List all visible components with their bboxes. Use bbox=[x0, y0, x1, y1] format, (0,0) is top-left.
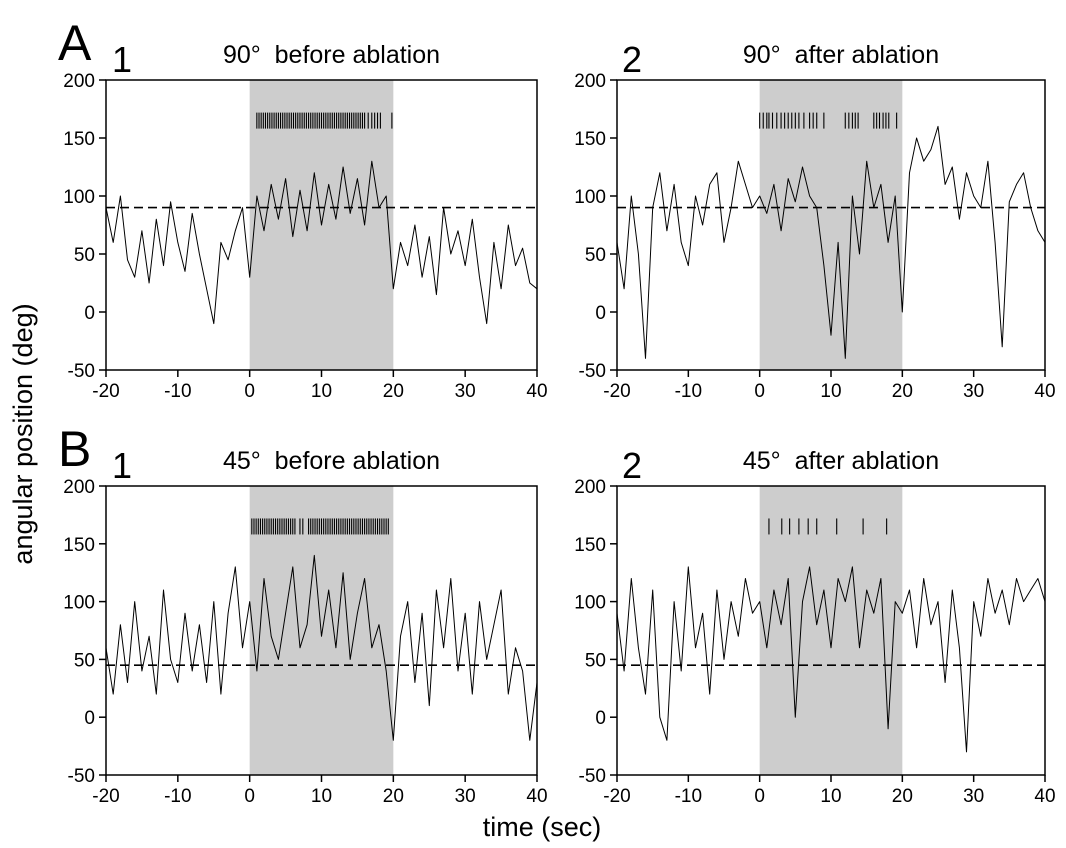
x-tick-label: 0 bbox=[244, 381, 255, 402]
y-tick-label: -50 bbox=[68, 361, 95, 382]
x-tick-label: 40 bbox=[526, 786, 547, 807]
x-tick-label: 0 bbox=[754, 381, 765, 402]
x-tick-label: -10 bbox=[164, 786, 191, 807]
x-tick-label: 10 bbox=[820, 381, 841, 402]
y-tick-label: 200 bbox=[574, 71, 606, 92]
x-tick-label: 0 bbox=[754, 786, 765, 807]
shaded-interval bbox=[759, 80, 903, 370]
panel-title: 90° before ablation bbox=[223, 41, 440, 69]
panel-letter: A bbox=[58, 15, 92, 71]
x-tick-label: 20 bbox=[383, 786, 404, 807]
x-tick-label: 10 bbox=[311, 786, 332, 807]
y-tick-label: 50 bbox=[585, 650, 606, 671]
x-tick-label: 30 bbox=[963, 786, 984, 807]
angular-position-trace bbox=[616, 125, 1046, 359]
x-axis-label: time (sec) bbox=[483, 812, 602, 842]
y-tick-label: 0 bbox=[595, 708, 606, 729]
panel-4: -20 -10 0 10 20 30 40 -50 0 50 100 150 200 2 45° after… bbox=[574, 445, 1055, 807]
panel-number: 1 bbox=[112, 445, 132, 486]
x-tick-label: 0 bbox=[244, 786, 255, 807]
y-tick-label: 150 bbox=[574, 129, 606, 150]
y-tick-label: 100 bbox=[574, 187, 606, 208]
panel-2: -20 -10 0 10 20 30 40 -50 0 50 100 150 200 2 90° after… bbox=[574, 39, 1055, 402]
y-tick-label: 200 bbox=[574, 477, 606, 498]
panel-title: 45° after ablation bbox=[743, 447, 939, 475]
x-tick-label: 40 bbox=[526, 381, 547, 402]
y-tick-label: 50 bbox=[585, 245, 606, 266]
y-tick-label: 150 bbox=[63, 129, 95, 150]
x-tick-label: 20 bbox=[892, 786, 913, 807]
x-tick-label: 30 bbox=[455, 786, 476, 807]
x-tick-label: -20 bbox=[603, 786, 630, 807]
y-tick-label: 0 bbox=[84, 303, 95, 324]
y-tick-label: -50 bbox=[68, 766, 95, 787]
y-tick-label: 150 bbox=[63, 535, 95, 556]
panel-title: 45° before ablation bbox=[223, 447, 440, 475]
x-tick-label: 10 bbox=[311, 381, 332, 402]
y-tick-label: 100 bbox=[574, 593, 606, 614]
y-tick-label: 0 bbox=[595, 303, 606, 324]
x-tick-label: 20 bbox=[383, 381, 404, 402]
y-axis-label: angular position (deg) bbox=[8, 303, 38, 564]
angular-position-trace bbox=[616, 566, 1046, 753]
panel-title: 90° after ablation bbox=[743, 41, 939, 69]
panel-number: 1 bbox=[112, 39, 132, 80]
y-tick-label: 50 bbox=[74, 650, 95, 671]
y-tick-label: 100 bbox=[63, 187, 95, 208]
y-tick-label: 0 bbox=[84, 708, 95, 729]
x-tick-label: -20 bbox=[603, 381, 630, 402]
shaded-interval bbox=[759, 486, 903, 775]
y-tick-label: -50 bbox=[579, 361, 606, 382]
y-tick-label: 200 bbox=[63, 71, 95, 92]
x-tick-label: 20 bbox=[892, 381, 913, 402]
x-tick-label: 10 bbox=[820, 786, 841, 807]
y-tick-label: 100 bbox=[63, 593, 95, 614]
y-tick-label: 200 bbox=[63, 477, 95, 498]
y-tick-label: -50 bbox=[579, 766, 606, 787]
x-tick-label: -10 bbox=[675, 786, 702, 807]
x-tick-label: 40 bbox=[1034, 381, 1055, 402]
x-tick-label: -20 bbox=[92, 381, 119, 402]
panel-number: 2 bbox=[622, 445, 642, 486]
y-tick-label: 150 bbox=[574, 535, 606, 556]
x-tick-label: 30 bbox=[963, 381, 984, 402]
x-tick-label: -10 bbox=[675, 381, 702, 402]
y-tick-label: 50 bbox=[74, 245, 95, 266]
x-tick-label: 30 bbox=[455, 381, 476, 402]
x-tick-label: -10 bbox=[164, 381, 191, 402]
angular-position-trace bbox=[105, 160, 538, 325]
x-tick-label: -20 bbox=[92, 786, 119, 807]
panel-letter: B bbox=[58, 421, 91, 477]
x-tick-label: 40 bbox=[1034, 786, 1055, 807]
panel-number: 2 bbox=[622, 39, 642, 80]
angular-position-trace bbox=[105, 554, 538, 741]
